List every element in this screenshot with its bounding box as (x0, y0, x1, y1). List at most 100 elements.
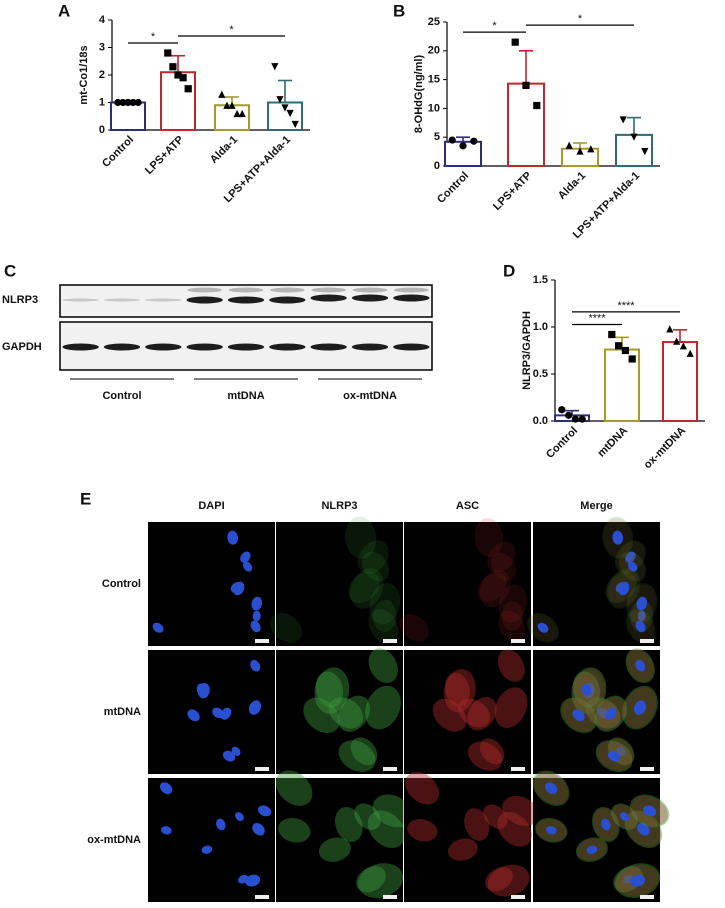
x-tick-label: Alda-1 (208, 134, 240, 166)
data-point (576, 147, 584, 155)
cell-green (318, 837, 351, 862)
bar (160, 71, 196, 131)
tile-bg (276, 522, 403, 646)
panel-label: D (503, 261, 515, 280)
y-tick-label: 3 (99, 41, 105, 53)
nucleus (605, 707, 617, 720)
y-tick-label: 1 (99, 96, 105, 108)
y-axis-label: 8-OHdG(ng/ml) (413, 55, 425, 134)
micrograph-tile (404, 771, 539, 902)
data-point (641, 148, 649, 156)
scale-bar (255, 639, 269, 643)
blot-band (393, 287, 429, 293)
data-point (615, 342, 623, 350)
nucleus (242, 561, 253, 572)
cell-green (334, 806, 363, 842)
nucleus (635, 620, 646, 633)
cell-green (314, 667, 350, 714)
cell-red (457, 698, 491, 728)
cell-green (361, 551, 390, 582)
blot-band (186, 343, 223, 351)
blot-band (228, 287, 264, 293)
blot-band (269, 343, 306, 351)
micrograph-tile (404, 649, 531, 774)
cell-red (444, 672, 470, 707)
blot-band (187, 287, 223, 293)
nucleus (250, 620, 261, 633)
cell-green (345, 516, 377, 559)
data-point (233, 109, 241, 118)
nucleus (245, 874, 261, 887)
cell-red (467, 696, 497, 731)
cell-red (474, 517, 503, 558)
cell-green (338, 740, 376, 772)
data-point (169, 63, 177, 71)
y-tick-label: 20 (428, 45, 440, 57)
scale-bar (383, 895, 397, 899)
significance-label: **** (588, 312, 606, 324)
nucleus (630, 874, 646, 887)
scale-bar (383, 767, 397, 771)
x-tick-label: Control (435, 170, 471, 206)
y-tick-label: 25 (428, 16, 440, 28)
scale-bar (640, 767, 654, 771)
nucleus (152, 622, 164, 633)
blot-band (310, 294, 347, 302)
column-header: Merge (580, 500, 612, 512)
blot-band (269, 287, 305, 293)
nucleus (537, 622, 549, 633)
micrograph-tile (276, 648, 403, 774)
y-tick-label: 5 (434, 131, 440, 143)
nucleus (607, 750, 621, 762)
data-point (119, 98, 127, 107)
cell-green (337, 695, 371, 732)
blot-band (145, 343, 182, 351)
nucleus (222, 750, 236, 762)
x-tick-label: Alda-1 (556, 170, 588, 202)
blot-band (62, 343, 99, 351)
scale-bar (255, 895, 269, 899)
blot-band (310, 343, 347, 351)
x-tick-label: mtDNA (595, 425, 630, 460)
scale-bar (640, 639, 654, 643)
data-point (276, 96, 284, 104)
cell-red (479, 569, 511, 608)
significance-label: * (492, 20, 497, 32)
scale-bar (511, 895, 525, 899)
column-header: NLRP3 (321, 500, 357, 512)
cell-green (328, 697, 364, 729)
scale-bar (511, 639, 525, 643)
nucleus (627, 561, 638, 572)
data-point (666, 325, 674, 333)
cell-green (368, 648, 398, 684)
x-tick-label: Control (100, 134, 136, 170)
nucleus (240, 551, 251, 563)
data-point (587, 145, 595, 153)
data-point (679, 342, 687, 350)
cell-green (372, 599, 397, 633)
cell-red (497, 610, 526, 643)
cell-red (498, 584, 528, 623)
nucleus (635, 659, 646, 672)
nucleus (231, 746, 241, 756)
blot-row-label: GAPDH (2, 341, 42, 353)
blot-band (103, 343, 141, 351)
nucleus (642, 805, 657, 817)
data-point (134, 98, 142, 107)
data-point (565, 141, 573, 149)
y-tick-label: 0.5 (533, 368, 548, 380)
nucleus (636, 596, 648, 611)
blot-band (352, 287, 388, 293)
y-tick-label: 4 (99, 14, 106, 26)
cell-red (405, 771, 440, 805)
bar (507, 82, 545, 167)
nucleus (220, 707, 232, 720)
micrograph-tile (148, 650, 275, 774)
cell-red (479, 738, 505, 765)
nucleus (233, 581, 245, 596)
scale-bar (640, 895, 654, 899)
significance-label: * (151, 31, 156, 43)
data-point (565, 411, 573, 419)
nucleus (251, 596, 263, 611)
